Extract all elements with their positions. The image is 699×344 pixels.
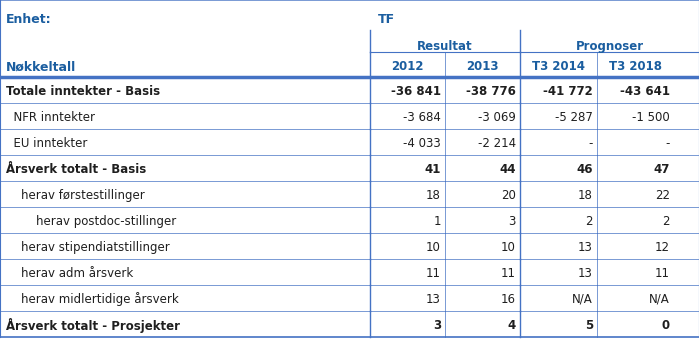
Text: 5: 5 [585,319,593,332]
Text: Prognoser: Prognoser [575,40,644,53]
Text: 18: 18 [426,189,441,202]
Text: 2013: 2013 [466,61,499,74]
Text: 18: 18 [578,189,593,202]
Text: TF: TF [378,13,395,26]
Text: 20: 20 [501,189,516,202]
Text: -38 776: -38 776 [466,85,516,98]
Text: 13: 13 [578,241,593,254]
Text: -3 069: -3 069 [478,111,516,124]
Text: 1: 1 [433,215,441,228]
Text: 22: 22 [655,189,670,202]
Text: 0: 0 [662,319,670,332]
Text: 47: 47 [654,163,670,176]
Text: 10: 10 [501,241,516,254]
Text: 10: 10 [426,241,441,254]
Text: 2012: 2012 [391,61,424,74]
Text: -3 684: -3 684 [403,111,441,124]
Text: -2 214: -2 214 [478,137,516,150]
Text: Årsverk totalt - Prosjekter: Årsverk totalt - Prosjekter [6,318,180,333]
Text: T3 2014: T3 2014 [532,61,585,74]
Text: 12: 12 [655,241,670,254]
Text: 41: 41 [424,163,441,176]
Text: -36 841: -36 841 [391,85,441,98]
Text: -5 287: -5 287 [555,111,593,124]
Text: 2: 2 [663,215,670,228]
Text: 44: 44 [500,163,516,176]
Text: 13: 13 [578,267,593,280]
Text: Nøkkeltall: Nøkkeltall [6,61,76,74]
Text: 3: 3 [509,215,516,228]
Text: Årsverk totalt - Basis: Årsverk totalt - Basis [6,163,146,176]
Text: Enhet:: Enhet: [6,13,52,26]
Text: 16: 16 [501,293,516,306]
Text: 46: 46 [577,163,593,176]
Text: 11: 11 [501,267,516,280]
Text: N/A: N/A [649,293,670,306]
Text: herav midlertidige årsverk: herav midlertidige årsverk [6,292,179,306]
Text: EU inntekter: EU inntekter [6,137,87,150]
Text: -41 772: -41 772 [543,85,593,98]
Text: 11: 11 [426,267,441,280]
Text: T3 2018: T3 2018 [609,61,662,74]
Text: -: - [665,137,670,150]
Text: -: - [589,137,593,150]
Text: herav førstestillinger: herav førstestillinger [6,189,145,202]
Text: -4 033: -4 033 [403,137,441,150]
Text: 11: 11 [655,267,670,280]
Text: 3: 3 [433,319,441,332]
Text: -43 641: -43 641 [620,85,670,98]
Text: 13: 13 [426,293,441,306]
Text: N/A: N/A [572,293,593,306]
Text: NFR inntekter: NFR inntekter [6,111,95,124]
Text: 4: 4 [507,319,516,332]
Text: 2: 2 [586,215,593,228]
Text: -1 500: -1 500 [633,111,670,124]
Text: herav adm årsverk: herav adm årsverk [6,267,134,280]
Text: herav stipendiatstillinger: herav stipendiatstillinger [6,241,170,254]
Text: herav postdoc-stillinger: herav postdoc-stillinger [6,215,176,228]
Text: Totale inntekter - Basis: Totale inntekter - Basis [6,85,160,98]
Text: Resultat: Resultat [417,40,473,53]
